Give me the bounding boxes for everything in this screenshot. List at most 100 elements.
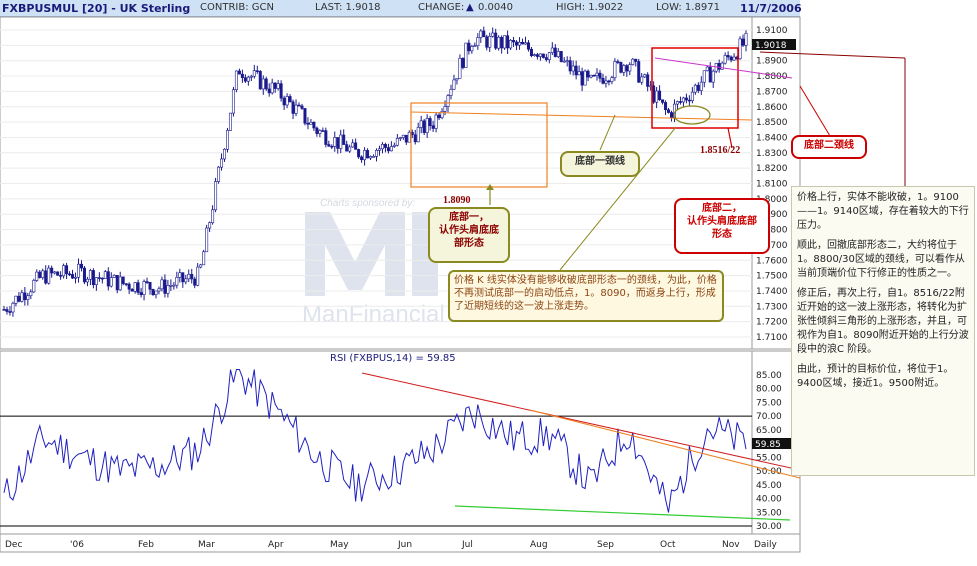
candle-body: [515, 41, 519, 46]
candle-body: [637, 61, 641, 83]
candle-body: [276, 83, 280, 89]
candle-body: [583, 70, 587, 86]
candle-body: [428, 118, 432, 127]
candle-body: [94, 277, 98, 286]
candle-body: [741, 38, 745, 46]
side-panel-pointer-h: [759, 51, 906, 59]
candle-body: [509, 40, 513, 49]
watermark-sponsor: Charts sponsored by:: [320, 198, 415, 209]
x-axis-label: Aug: [530, 540, 548, 550]
change-value: 0.0040: [478, 2, 513, 13]
candle-body: [670, 112, 674, 118]
x-axis-label: Feb: [138, 540, 154, 550]
candle-body: [151, 288, 155, 296]
candle-body: [124, 283, 128, 285]
candle-body: [577, 71, 581, 76]
candle-body: [56, 271, 60, 276]
price-tick-label: 1.8200: [756, 164, 788, 174]
candle-body: [309, 121, 313, 125]
bottom2-box: [651, 47, 739, 129]
candle-body: [646, 74, 650, 87]
candle-body: [586, 70, 590, 78]
candle-body: [607, 80, 611, 83]
candle-body: [613, 61, 617, 78]
candle-body: [506, 35, 510, 49]
candle-body: [717, 63, 721, 70]
candle-body: [380, 144, 384, 150]
watermark-brand: ManFinancial: [302, 301, 445, 328]
candle-body: [115, 274, 119, 291]
analysis-paragraph-3: 修正后，再次上行，自1。8516/22附近开始的这一波上涨形态，将转化为扩张性倾…: [797, 288, 969, 355]
price-tick-label: 1.7200: [756, 318, 788, 328]
candle-body: [625, 65, 629, 72]
last-price-tag: [752, 39, 796, 50]
candle-body: [547, 52, 551, 60]
price-candles: [2, 26, 748, 317]
candle-body: [11, 302, 15, 313]
candle-body: [693, 84, 697, 93]
rsi-panel-frame: [0, 350, 753, 535]
candle-body: [297, 104, 301, 107]
candle-body: [62, 265, 66, 277]
x-axis-label: Jun: [397, 540, 412, 550]
candle-body: [655, 90, 659, 103]
rsi-tick-label: 65.00: [756, 426, 782, 436]
last-price-tag-text: 1.9018: [755, 41, 787, 51]
candle-body: [738, 38, 742, 60]
manfinancial-watermark: Charts sponsored by: ManFinancial: [302, 198, 445, 328]
candle-body: [225, 130, 229, 150]
candle-body: [604, 80, 608, 84]
candle-body: [181, 272, 185, 283]
candle-body: [267, 88, 271, 94]
candle-body: [464, 42, 468, 68]
candle-body: [5, 309, 9, 312]
candle-body: [44, 270, 48, 284]
candle-body: [574, 65, 578, 76]
candle-body: [130, 288, 134, 292]
candle-body: [696, 84, 700, 91]
price-tick-label: 1.8900: [756, 57, 788, 67]
candle-body: [434, 114, 438, 129]
candle-body: [500, 37, 504, 49]
candle-body: [65, 265, 69, 275]
candle-body: [497, 37, 501, 49]
candle-body: [187, 273, 191, 280]
candle-body: [744, 32, 748, 46]
candle-body: [634, 58, 638, 62]
candle-body: [407, 131, 411, 143]
candle-body: [708, 66, 712, 83]
candle-body: [288, 96, 292, 103]
candle-body: [628, 64, 632, 72]
x-axis-label: Mar: [198, 540, 215, 550]
candle-body: [652, 85, 656, 103]
candle-body: [32, 280, 36, 293]
candle-body: [321, 130, 325, 132]
candle-body: [294, 104, 298, 114]
candle-body: [333, 137, 337, 147]
neckline2-callout: 底部二颈线: [791, 135, 867, 159]
rsi-last-tag: [752, 438, 796, 449]
x-axis-label: Dec: [5, 540, 22, 550]
candle-body: [157, 288, 161, 292]
candle-body: [479, 30, 483, 38]
price-tick-label: 1.8800: [756, 72, 788, 82]
price-tick-label: 1.7300: [756, 302, 788, 312]
candle-body: [699, 81, 703, 91]
candle-body: [601, 77, 605, 84]
candle-body: [163, 279, 167, 294]
candle-body: [523, 42, 527, 45]
candle-body: [595, 72, 599, 77]
candle-body: [50, 267, 54, 274]
price-tick-label: 1.8500: [756, 118, 788, 128]
candle-body: [732, 56, 736, 61]
candle-body: [553, 47, 557, 57]
candle-body: [214, 181, 218, 211]
last-price: LAST: 1.9018: [315, 2, 381, 13]
candle-body: [619, 62, 623, 73]
x-axis-label: Daily: [754, 540, 777, 550]
candle-body: [664, 102, 668, 111]
candle-body: [169, 284, 173, 287]
explain-callout: 价格 K 线实体没有能够收破底部形态一的颈线，为此，价格不再测试底部一的启动低点…: [448, 270, 724, 322]
candle-body: [258, 71, 262, 90]
analysis-paragraph-4: 由此，预计的目标价位，将位于1。9400区域，接近1。9500附近。: [797, 364, 954, 389]
